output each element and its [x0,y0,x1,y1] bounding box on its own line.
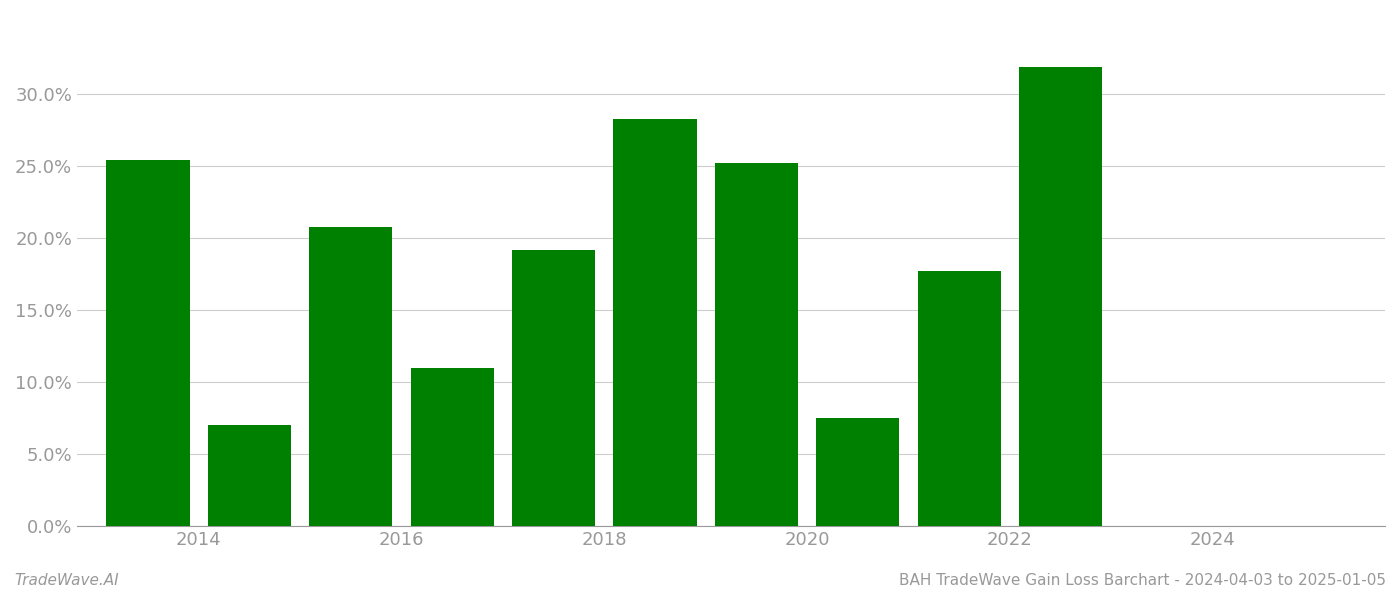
Bar [613,119,697,526]
Bar [1019,67,1102,526]
Bar [715,163,798,526]
Text: TradeWave.AI: TradeWave.AI [14,573,119,588]
Bar [512,250,595,526]
Bar [816,418,899,526]
Text: BAH TradeWave Gain Loss Barchart - 2024-04-03 to 2025-01-05: BAH TradeWave Gain Loss Barchart - 2024-… [899,573,1386,588]
Bar [309,227,392,526]
Bar [917,271,1001,526]
Bar [106,160,189,526]
Bar [410,368,494,526]
Bar [207,425,291,526]
